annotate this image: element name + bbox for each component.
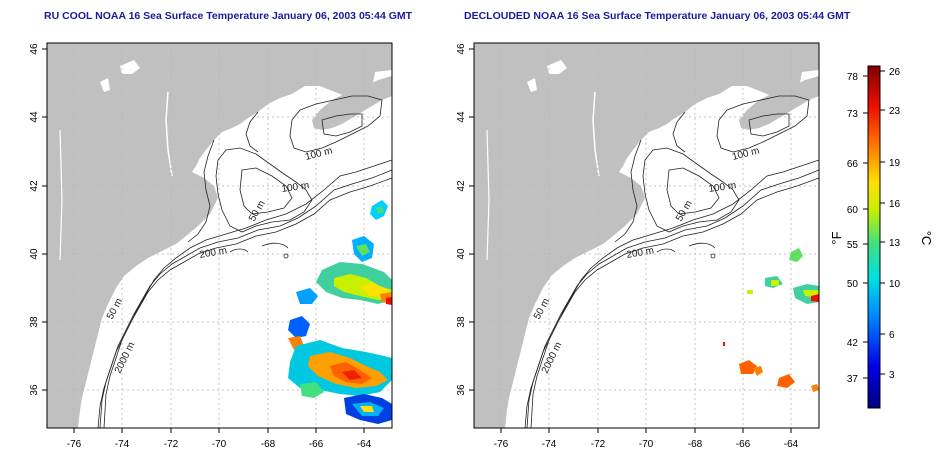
- nova-scotia-land: [739, 76, 819, 130]
- x-tick-label: -64: [357, 439, 372, 450]
- river-water: [59, 129, 63, 261]
- fahrenheit-tick-label: 37: [847, 374, 859, 385]
- x-tick-label: -66: [736, 439, 751, 450]
- celsius-tick-label: 26: [889, 67, 901, 78]
- x-tick-label: -68: [688, 439, 703, 450]
- y-tick-label: 42: [29, 180, 40, 192]
- celsius-label: °C: [919, 231, 934, 246]
- y-tick-label: 42: [456, 180, 467, 192]
- x-tick-label: -74: [115, 439, 130, 450]
- fahrenheit-label: °F: [829, 231, 844, 244]
- y-tick-label: 36: [456, 384, 467, 396]
- land-mass: [474, 43, 819, 428]
- fahrenheit-tick-label: 78: [847, 72, 859, 83]
- river-water: [165, 91, 173, 177]
- right-axis-ticks: -76 -74 -72 -70 -68 -66 -64 36 38 40 42 44 46: [456, 43, 799, 450]
- river-water: [592, 91, 600, 177]
- celsius-tick-label: 16: [889, 199, 901, 210]
- y-tick-label: 46: [456, 43, 467, 55]
- contour-label-200m: 200 m: [626, 245, 655, 261]
- lake-water: [120, 60, 140, 74]
- bathymetry-contours: [524, 95, 819, 428]
- contour-label-200m: 200 m: [199, 245, 228, 261]
- x-tick-label: -70: [212, 439, 227, 450]
- fahrenheit-tick-label: 73: [847, 109, 859, 120]
- left-map-title: RU COOL NOAA 16 Sea Surface Temperature …: [44, 10, 413, 22]
- sst-data-patches: [288, 200, 392, 424]
- y-tick-label: 36: [29, 384, 40, 396]
- x-tick-label: -66: [309, 439, 324, 450]
- y-tick-label: 38: [29, 316, 40, 328]
- left-map-panel: 100 m 100 m 50 m 200 m 50 m 2000 m: [29, 42, 393, 450]
- x-tick-label: -72: [164, 439, 179, 450]
- fahrenheit-tick-label: 42: [847, 338, 859, 349]
- celsius-tick-label: 23: [889, 106, 901, 117]
- left-axis-ticks: -76 -74 -72 -70 -68 -66 -64 36 38 40 42 44 46: [29, 43, 372, 450]
- celsius-tick-label: 6: [889, 330, 895, 341]
- contour-label-100m-lower: 100 m: [708, 180, 737, 195]
- lake-water: [547, 60, 567, 74]
- celsius-tick-label: 13: [889, 238, 901, 249]
- x-tick-label: -64: [784, 439, 799, 450]
- y-tick-label: 44: [29, 111, 40, 123]
- x-tick-label: -72: [591, 439, 606, 450]
- celsius-tick-label: 3: [889, 370, 895, 381]
- x-tick-label: -76: [494, 439, 509, 450]
- fahrenheit-tick-label: 66: [847, 159, 859, 170]
- fahrenheit-tick-label: 60: [847, 205, 859, 216]
- x-tick-label: -70: [639, 439, 654, 450]
- y-tick-label: 44: [456, 111, 467, 123]
- right-map-title: DECLOUDED NOAA 16 Sea Surface Temperatur…: [464, 10, 851, 22]
- sst-data-patches: [723, 248, 819, 392]
- temperature-colorbar: 78 73 66 60 55 50 42 37 26 23 19 16 13 10 6 3 °F °C: [829, 65, 934, 409]
- x-tick-label: -76: [67, 439, 82, 450]
- nova-scotia-land: [312, 76, 392, 130]
- lake-water: [527, 78, 537, 92]
- x-tick-label: -68: [261, 439, 276, 450]
- lake-water: [100, 78, 110, 92]
- colorbar-gradient: [867, 65, 881, 409]
- land-mass: [47, 43, 392, 428]
- contour-label-100m-lower: 100 m: [281, 180, 310, 195]
- bay-water: [262, 98, 318, 128]
- y-tick-label: 40: [456, 248, 467, 260]
- y-tick-label: 38: [456, 316, 467, 328]
- bay-water: [689, 98, 745, 128]
- river-water: [486, 129, 490, 261]
- x-tick-label: -74: [542, 439, 557, 450]
- fahrenheit-tick-label: 50: [847, 279, 859, 290]
- right-map-panel: 100 m 100 m 50 m 200 m 50 m 2000 m -76 -7…: [456, 42, 820, 450]
- y-tick-label: 46: [29, 43, 40, 55]
- bathymetry-contours: [97, 95, 392, 428]
- colorbar-ticks: 78 73 66 60 55 50 42 37 26 23 19 16 13 10 6 3: [847, 67, 901, 385]
- celsius-tick-label: 10: [889, 279, 901, 290]
- celsius-tick-label: 19: [889, 158, 901, 169]
- fahrenheit-tick-label: 55: [847, 240, 859, 251]
- y-tick-label: 40: [29, 248, 40, 260]
